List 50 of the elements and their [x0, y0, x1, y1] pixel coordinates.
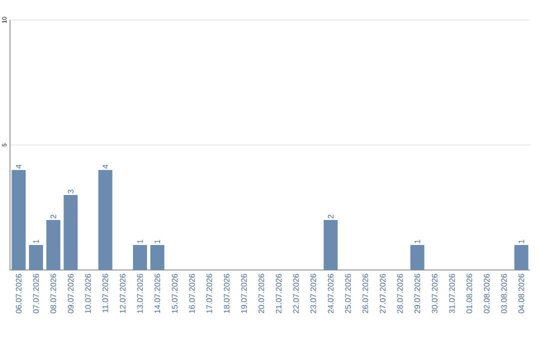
bar — [46, 220, 60, 270]
x-tick-label: 09.07.2026 — [68, 274, 74, 314]
bar — [64, 195, 78, 270]
x-tick-label: 23.07.2026 — [310, 274, 316, 314]
x-tick-label: 19.07.2026 — [241, 274, 247, 313]
data-label: 1 — [518, 240, 524, 244]
bar — [133, 245, 147, 270]
x-tick-label: 15.07.2026 — [172, 274, 178, 313]
x-tick-label: 26.07.2026 — [362, 274, 368, 314]
x-tick-label: 24.07.2026 — [328, 274, 334, 314]
bar — [29, 245, 43, 270]
x-tick-label: 01.08.2026 — [466, 274, 472, 314]
x-tick-label: 12.07.2026 — [120, 274, 126, 313]
x-tick-label: 08.07.2026 — [50, 274, 56, 314]
bar — [410, 245, 424, 270]
x-tick-label: 31.07.2026 — [449, 274, 455, 314]
x-tick-label: 04.08.2026 — [518, 274, 524, 314]
x-tick-label: 22.07.2026 — [293, 274, 299, 314]
data-label: 4 — [16, 164, 22, 169]
x-tick-label: 28.07.2026 — [397, 274, 403, 314]
data-label: 4 — [102, 164, 108, 169]
data-label: 2 — [328, 214, 334, 218]
bar — [98, 170, 112, 270]
bar — [12, 170, 26, 270]
bar — [514, 245, 528, 270]
data-label: 3 — [68, 190, 74, 194]
x-tick-label: 11.07.2026 — [102, 274, 108, 312]
x-tick-label: 27.07.2026 — [380, 274, 386, 314]
data-label: 2 — [50, 214, 56, 218]
bar — [150, 245, 164, 270]
x-tick-label: 16.07.2026 — [189, 274, 195, 313]
x-tick-label: 18.07.2026 — [224, 274, 230, 313]
x-tick-label: 02.08.2026 — [484, 274, 490, 314]
x-tick-label: 07.07.2026 — [33, 274, 39, 314]
x-tick-label: 25.07.2026 — [345, 274, 351, 314]
x-tick-label: 17.07.2026 — [206, 274, 212, 313]
x-tick-label: 10.07.2026 — [85, 274, 91, 313]
x-tick-label: 06.07.2026 — [16, 274, 22, 314]
x-tick-label: 21.07.2026 — [276, 274, 282, 314]
bar — [324, 220, 338, 270]
x-tick-label: 03.08.2026 — [501, 274, 507, 314]
data-label: 1 — [33, 240, 39, 244]
data-label: 1 — [154, 240, 160, 244]
data-label: 1 — [414, 240, 420, 244]
x-tick-label: 20.07.2026 — [258, 274, 264, 314]
data-label: 1 — [137, 240, 143, 244]
x-tick-label: 14.07.2026 — [154, 274, 160, 313]
x-tick-label: 30.07.2026 — [432, 274, 438, 314]
x-tick-label: 29.07.2026 — [414, 274, 420, 314]
x-tick-label: 13.07.2026 — [137, 274, 143, 313]
